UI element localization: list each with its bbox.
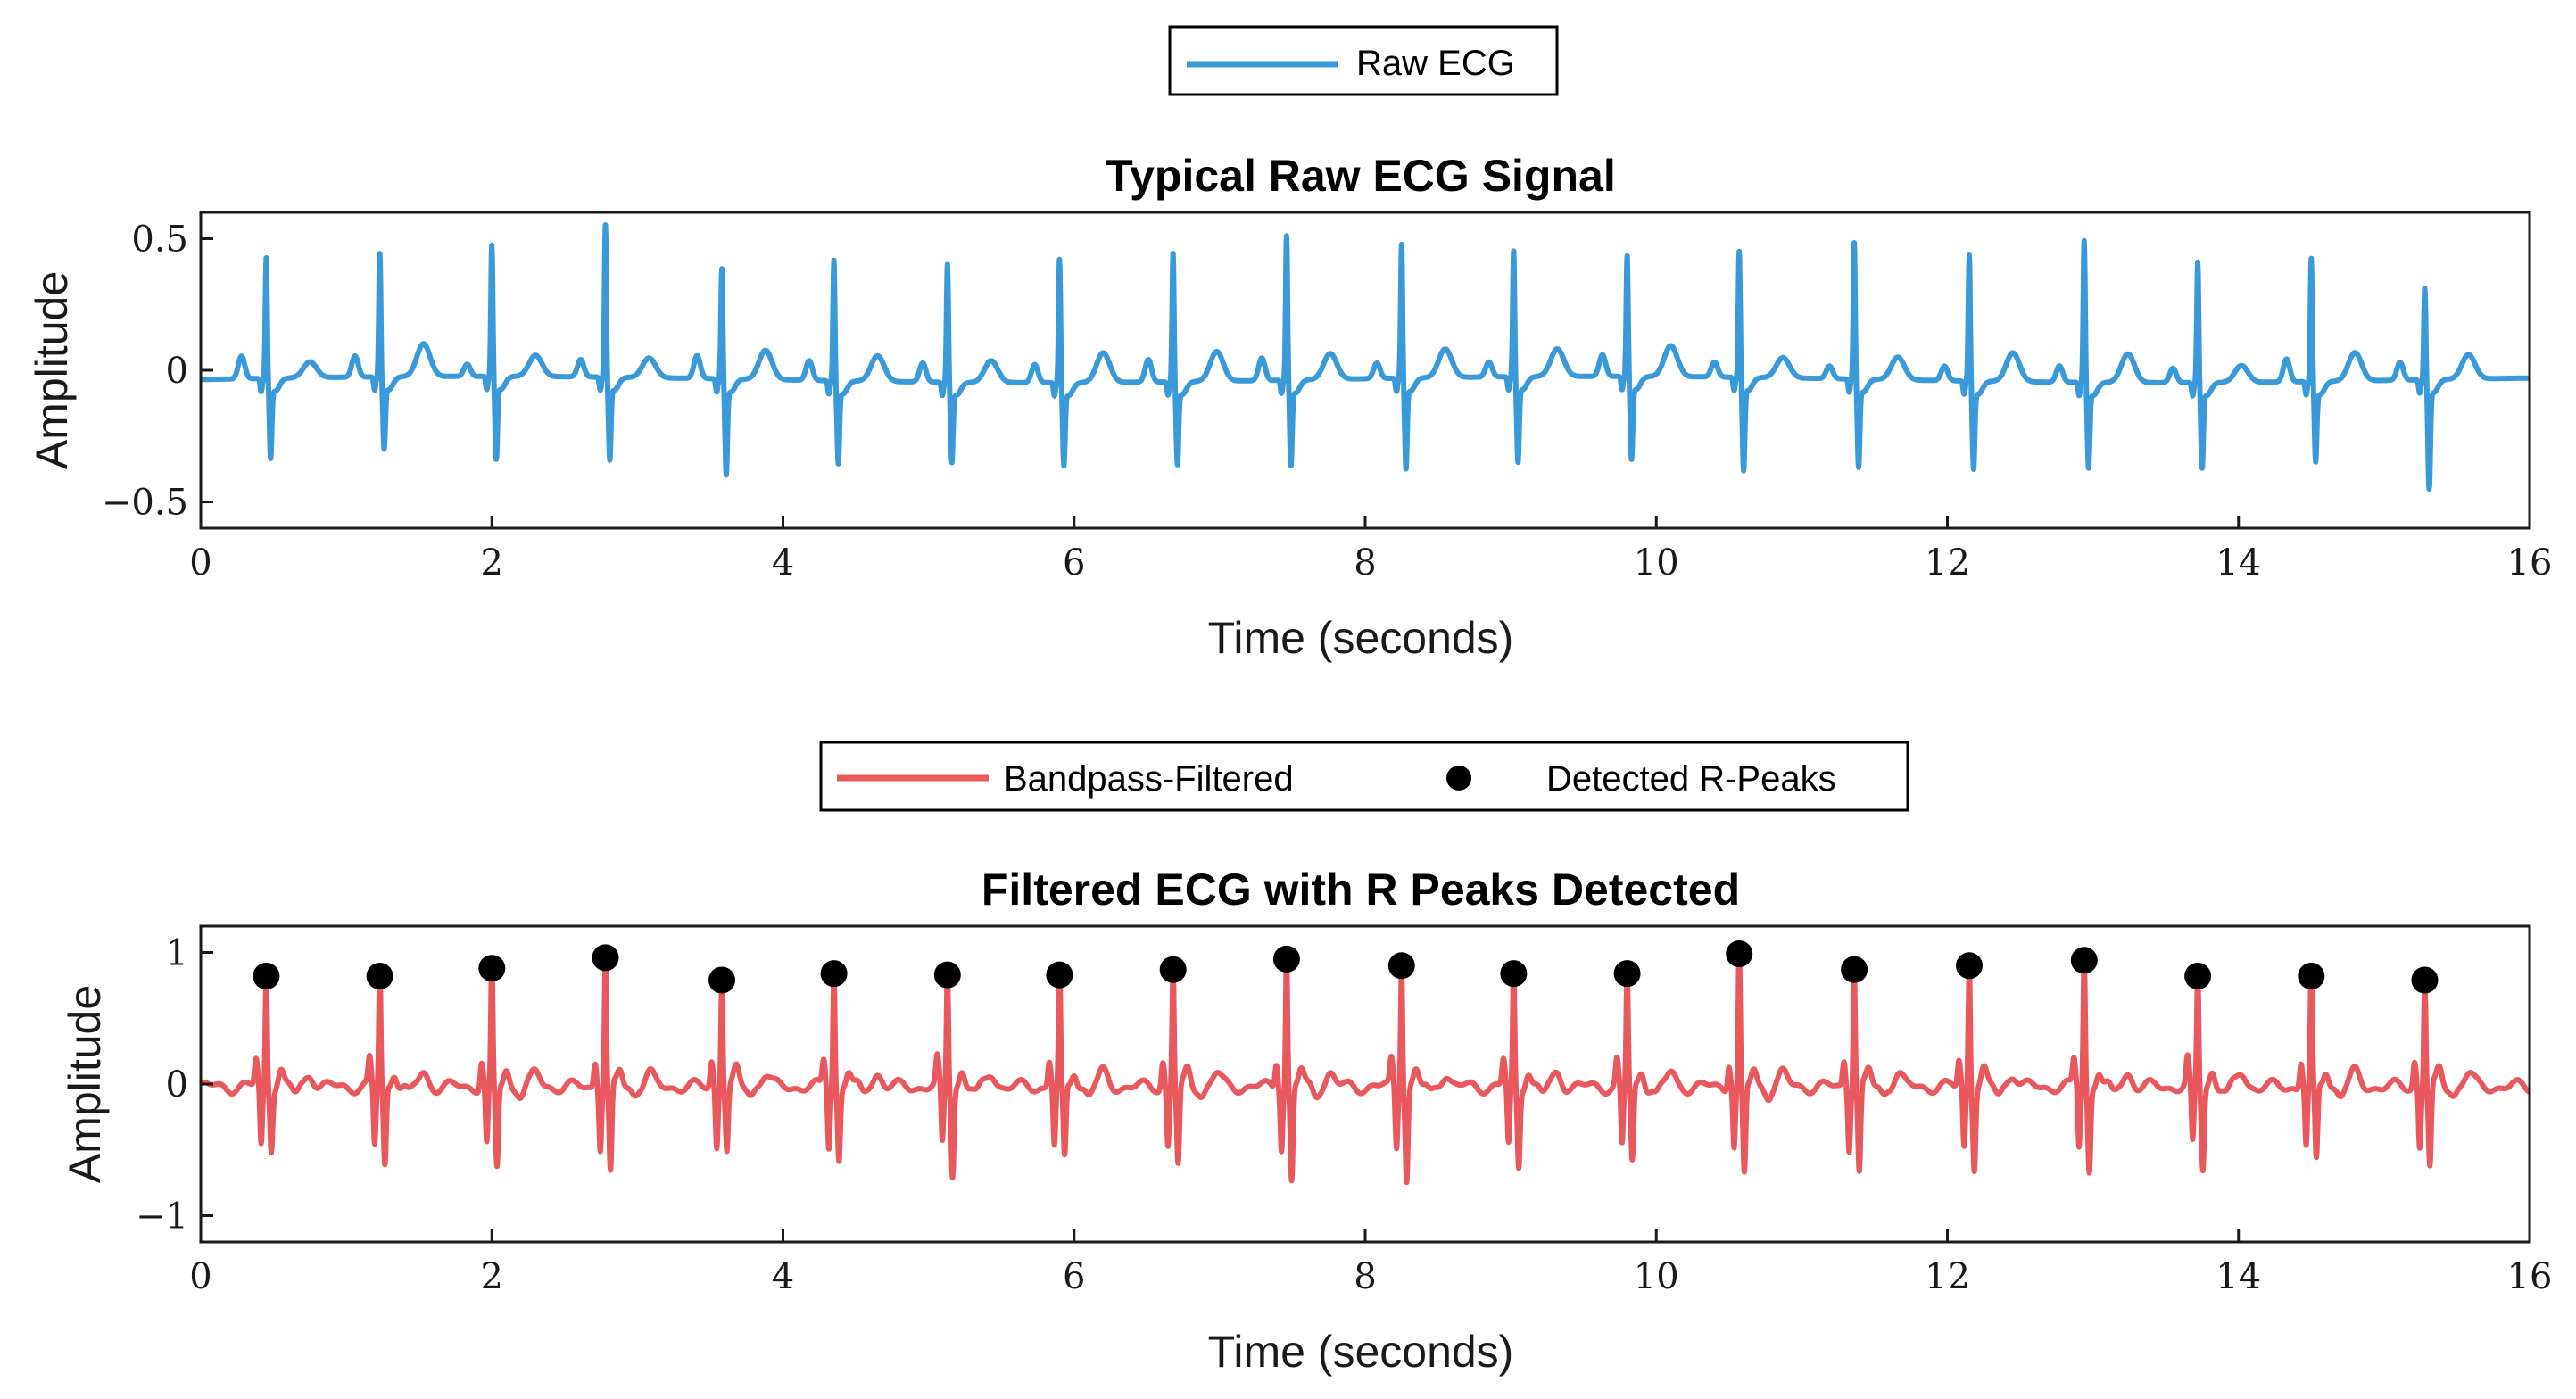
r-peak-marker xyxy=(1726,940,1753,967)
filtered-ecg-y-tick-label: 1 xyxy=(166,933,188,974)
raw-ecg-x-axis-label: Time (seconds) xyxy=(1208,613,1514,663)
raw-ecg-y-tick-label: −0.5 xyxy=(102,483,188,524)
filtered-ecg-legend-box xyxy=(819,741,1909,812)
raw-ecg-y-tick-label: 0 xyxy=(166,351,188,392)
r-peak-marker xyxy=(1387,952,1415,980)
raw-ecg-x-tick-label: 2 xyxy=(481,542,503,584)
r-peak-marker xyxy=(933,961,961,989)
r-peak-marker xyxy=(708,966,735,994)
filtered-ecg-x-tick-label: 2 xyxy=(481,1256,503,1297)
raw-ecg-panel: Raw ECG Typical Raw ECG Signal 0 2 4 6 8 10 12… xyxy=(27,25,2553,663)
r-peak-marker xyxy=(2070,947,2098,974)
filtered-ecg-x-tick-label: 16 xyxy=(2507,1256,2553,1297)
filtered-ecg-title: Filtered ECG with R Peaks Detected xyxy=(982,865,1740,915)
raw-ecg-x-tick-label: 14 xyxy=(2216,542,2261,584)
raw-ecg-x-tick-label: 0 xyxy=(189,542,211,584)
raw-ecg-x-tick-label: 10 xyxy=(1634,542,1679,584)
r-peak-marker xyxy=(478,955,506,982)
r-peak-marker xyxy=(592,944,619,972)
filtered-ecg-x-tick-label: 8 xyxy=(1354,1256,1376,1297)
raw-ecg-plot-frame xyxy=(199,211,2531,530)
raw-ecg-legend: Raw ECG xyxy=(1168,25,1559,96)
r-peak-marker xyxy=(1841,956,1868,983)
r-peak-marker xyxy=(366,963,393,989)
filtered-ecg-x-tick-label: 12 xyxy=(1925,1256,1970,1297)
raw-ecg-x-tick-label: 6 xyxy=(1063,542,1085,584)
filtered-ecg-x-tick-label: 0 xyxy=(189,1256,211,1297)
raw-ecg-x-tick-label: 4 xyxy=(772,542,794,584)
raw-ecg-legend-box xyxy=(1168,25,1559,96)
raw-ecg-x-tick-label: 8 xyxy=(1354,542,1376,584)
filtered-ecg-x-axis-label: Time (seconds) xyxy=(1208,1327,1514,1377)
raw-ecg-x-tick-label: 16 xyxy=(2507,542,2553,584)
filtered-ecg-x-tick-label: 10 xyxy=(1634,1256,1679,1297)
filtered-ecg-plot-frame xyxy=(199,924,2531,1244)
filtered-ecg-y-tick-label: 0 xyxy=(166,1064,188,1105)
raw-ecg-legend-label: Raw ECG xyxy=(1356,44,1515,83)
r-peak-marker xyxy=(1956,952,1983,980)
r-peak-marker xyxy=(253,963,280,989)
filtered-ecg-panel: Bandpass-Filtered Detected R-Peaks Filte… xyxy=(60,741,2553,1377)
r-peaks-legend-label: Detected R-Peaks xyxy=(1546,759,1836,799)
filtered-legend-label: Bandpass-Filtered xyxy=(1004,759,1294,799)
filtered-ecg-x-tick-label: 6 xyxy=(1063,1256,1085,1297)
raw-ecg-y-tick-label: 0.5 xyxy=(131,219,188,261)
r-peak-marker xyxy=(820,960,848,988)
raw-ecg-x-tick-label: 12 xyxy=(1925,542,1970,584)
filtered-ecg-y-tick-label: −1 xyxy=(136,1196,188,1238)
filtered-ecg-x-tick-label: 4 xyxy=(772,1256,794,1297)
r-peak-marker xyxy=(1159,956,1187,983)
r-peaks-legend-marker xyxy=(1446,766,1471,791)
r-peak-marker xyxy=(2298,963,2325,989)
r-peak-marker xyxy=(2411,966,2439,994)
filtered-ecg-line xyxy=(198,943,2532,1186)
r-peak-marker xyxy=(1272,945,1300,973)
filtered-ecg-x-tick-label: 14 xyxy=(2216,1256,2261,1297)
r-peak-marker xyxy=(1046,961,1073,989)
r-peak-marker xyxy=(1613,960,1641,988)
filtered-ecg-legend: Bandpass-Filtered Detected R-Peaks xyxy=(819,741,1909,812)
raw-ecg-line xyxy=(198,222,2532,493)
r-peak-marker xyxy=(1500,960,1528,988)
raw-ecg-title: Typical Raw ECG Signal xyxy=(1106,151,1615,201)
filtered-ecg-y-axis-label: Amplitude xyxy=(60,985,110,1183)
r-peak-marker xyxy=(2184,963,2212,989)
raw-ecg-y-axis-label: Amplitude xyxy=(27,271,77,469)
